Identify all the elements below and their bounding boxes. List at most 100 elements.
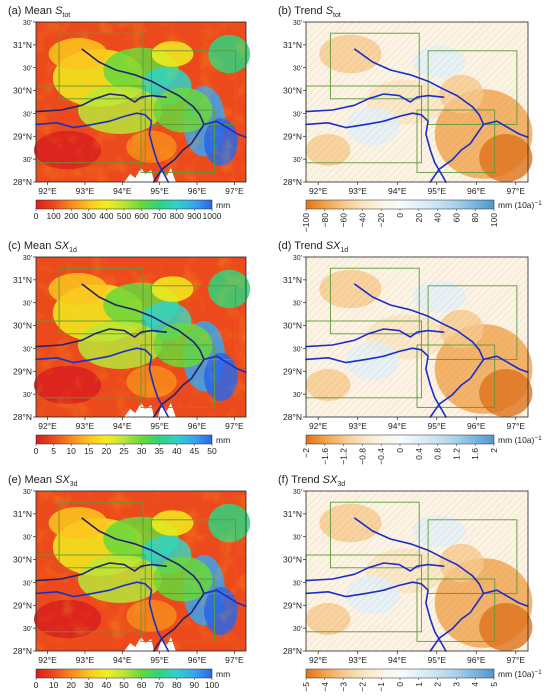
region-box [151,519,236,594]
colorbar-tick-label: 0 [34,211,39,221]
region-box [58,267,144,335]
panel-title: (a) Mean Stot [8,5,70,19]
colorbar-unit: mm [216,435,230,445]
colorbar-tick-label: −2 [301,448,311,458]
x-tick-label: 95°E [427,655,446,665]
y-tick-label: 30' [293,535,302,542]
x-tick-label: 94°E [388,186,407,196]
x-tick-label: 97°E [507,186,526,196]
colorbar [35,434,213,445]
map-frame [305,256,529,418]
x-tick-label: 93°E [76,186,95,196]
panel-f: (f) Trend SX3d30'31°N30'30°N30'29°N30'28… [278,474,542,692]
colorbar-tick-label: −0.8 [357,448,367,465]
river-line [354,517,485,652]
river-line [203,120,247,138]
panel-b: (b) Trend Stot30'31°N30'30°N30'29°N30'28… [278,5,542,232]
colorbar-tick-label: 100 [489,213,499,227]
colorbar-tick-label: 100 [47,211,61,221]
river-line [35,93,167,113]
colorbar-tick-label: 10 [66,446,76,456]
colorbar-tick-label: 900 [187,211,201,221]
y-tick-label: 29°N [13,600,32,610]
y-tick-label: 30' [293,157,302,164]
river-line [305,112,447,183]
colorbar-tick-label: 80 [172,680,182,690]
region-box [151,285,236,360]
y-tick-label: 28°N [13,646,32,656]
region-box [427,285,518,360]
panel-title: (e) Mean SX3d [8,474,78,488]
x-tick-label: 92°E [38,421,57,431]
colorbar-tick-label: 2 [489,448,499,453]
y-tick-label: 30' [293,301,302,308]
river-line [305,562,445,582]
colorbar-tick-label: −80 [320,213,330,228]
x-tick-label: 93°E [348,421,367,431]
x-tick-label: 97°E [507,655,526,665]
x-tick-label: 94°E [388,421,407,431]
river-line [354,48,485,183]
region-box [329,501,420,569]
panel-title: (c) Mean SX1d [8,240,77,254]
y-tick-label: 30°N [13,555,32,565]
colorbar-tick-label: −0.4 [376,448,386,465]
colorbar-tick-label: 40 [172,446,182,456]
y-tick-label: 29°N [13,366,32,376]
y-tick-label: 30°N [13,321,32,331]
colorbar [305,668,495,679]
colorbar-tick-label: 10 [49,680,59,690]
colorbar-tick-label: 15 [84,446,94,456]
panel-a: (a) Mean Stot30'31°N30'30°N30'29°N30'28°… [8,5,251,221]
colorbar-tick-label: −1.2 [339,448,349,465]
colorbar-tick-label: 20 [414,213,424,223]
colorbar-tick-label: −60 [339,213,349,228]
x-tick-label: 93°E [348,186,367,196]
colorbar-tick-label: 90 [190,680,200,690]
colorbar-tick-label: 40 [102,680,112,690]
x-tick-label: 95°E [427,186,446,196]
x-tick-label: 97°E [225,186,244,196]
colorbar-tick-label: −5 [301,682,311,692]
colorbar-tick-label: 400 [99,211,113,221]
panel-title: (f) Trend SX3d [278,474,345,488]
river-line [482,355,529,373]
x-tick-label: 93°E [76,655,95,665]
region-box [140,344,215,408]
colorbar-tick-label: 0.4 [414,448,424,460]
colorbar-unit: mm (10a)−1 [498,200,542,210]
colorbar-tick-label: −1.6 [320,448,330,465]
region-box [329,267,420,335]
colorbar [305,199,495,210]
y-tick-label: 30°N [283,86,302,96]
colorbar-tick-label: 700 [152,211,166,221]
y-tick-label: 30' [293,20,302,27]
colorbar-tick-label: 40 [433,213,443,223]
y-tick-label: 31°N [283,509,302,519]
colorbar-tick-label: 5 [51,446,56,456]
colorbar-tick-label: 0 [395,448,405,453]
colorbar-tick-label: 1.6 [470,448,480,460]
colorbar-tick-label: 80 [470,213,480,223]
colorbar-tick-label: 200 [64,211,78,221]
y-tick-label: 30°N [13,86,32,96]
colorbar-tick-label: 70 [154,680,164,690]
river-line [81,283,205,418]
x-tick-label: 96°E [188,421,207,431]
y-tick-label: 28°N [283,177,302,187]
panel-e: (e) Mean SX3d30'31°N30'30°N30'29°N30'28°… [8,474,251,690]
y-tick-label: 30' [293,255,302,262]
colorbar-tick-label: 45 [190,446,200,456]
colorbar-tick-label: 1.2 [451,448,461,460]
y-tick-label: 30' [23,111,32,118]
colorbar-tick-label: 0 [34,680,39,690]
colorbar [305,434,495,445]
map-frame [305,21,529,183]
y-tick-label: 31°N [283,275,302,285]
y-tick-label: 30' [23,535,32,542]
map-frame [305,490,529,652]
colorbar-tick-label: −4 [320,682,330,692]
colorbar-tick-label: 500 [117,211,131,221]
y-tick-label: 28°N [283,646,302,656]
colorbar [35,199,213,210]
